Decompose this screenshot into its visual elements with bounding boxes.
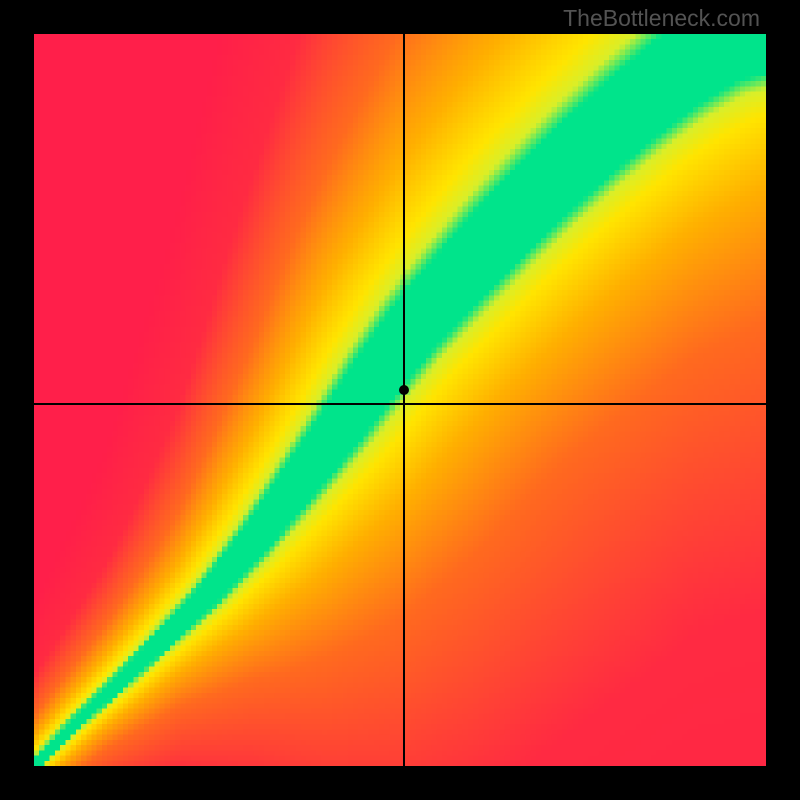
watermark-text: TheBottleneck.com xyxy=(563,5,760,32)
chart-container: TheBottleneck.com xyxy=(0,0,800,800)
crosshair-horizontal xyxy=(34,403,766,405)
heatmap-canvas xyxy=(34,34,766,766)
crosshair-vertical xyxy=(403,34,405,766)
